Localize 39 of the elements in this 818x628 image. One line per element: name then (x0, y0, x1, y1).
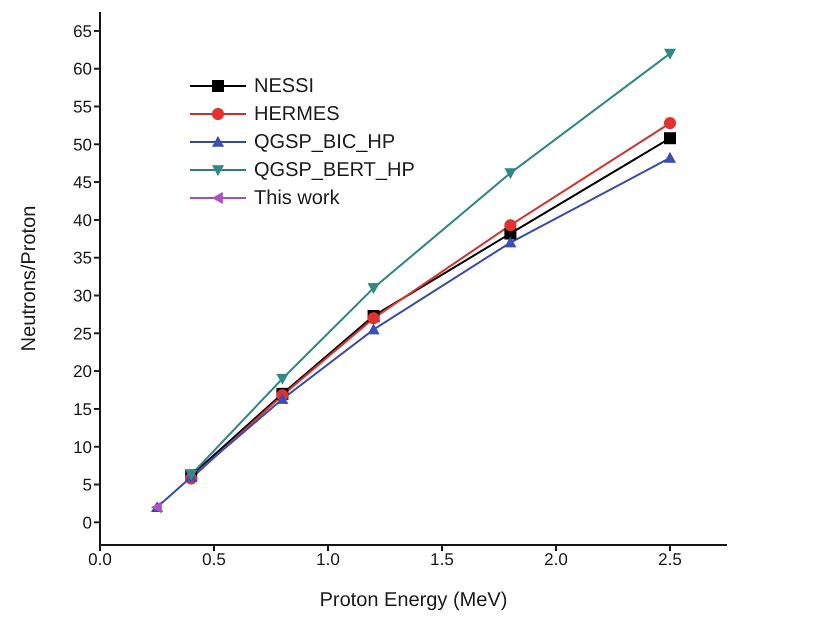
point (664, 152, 676, 163)
point (664, 117, 676, 130)
y-tick-label: 40 (73, 210, 92, 230)
point (368, 312, 380, 324)
y-tick-label: 30 (73, 286, 92, 306)
x-tick-label: 0.0 (88, 550, 112, 570)
point (368, 324, 380, 334)
legend-label: QGSP_BIC_HP (254, 130, 396, 154)
y-tick-label: 15 (73, 400, 92, 419)
y-tick-label: 35 (73, 248, 92, 268)
x-tick-label: 2.5 (658, 550, 682, 570)
y-tick-label: 65 (73, 22, 92, 41)
point (504, 168, 516, 180)
point (664, 48, 676, 60)
point (368, 283, 380, 294)
y-tick-label: 45 (73, 173, 92, 192)
y-tick-label: 5 (82, 476, 92, 495)
y-tick-label: 0 (82, 513, 92, 532)
legend-label: HERMES (254, 102, 340, 126)
y-tick-label: 50 (73, 135, 92, 154)
y-tick-label: 10 (73, 438, 92, 457)
legend-label: This work (254, 186, 340, 210)
x-axis-title: Proton Energy (MeV) (320, 589, 508, 611)
x-tick-label: 2.0 (544, 550, 568, 570)
x-tick-label: 1.5 (430, 550, 454, 570)
y-tick-label: 25 (73, 324, 92, 344)
y-axis-title: Neutrons/Proton (18, 206, 40, 352)
point (664, 132, 676, 144)
legend-label: NESSI (254, 74, 314, 98)
point (276, 393, 288, 404)
x-tick-label: 1.0 (316, 550, 340, 570)
point (504, 219, 516, 232)
y-tick-label: 20 (73, 362, 92, 382)
point (504, 236, 516, 248)
point (276, 374, 288, 385)
legend-label: QGSP_BERT_HP (254, 158, 415, 182)
y-tick-label: 60 (73, 60, 92, 79)
x-tick-label: 0.5 (202, 550, 226, 570)
y-tick-label: 55 (73, 98, 92, 117)
